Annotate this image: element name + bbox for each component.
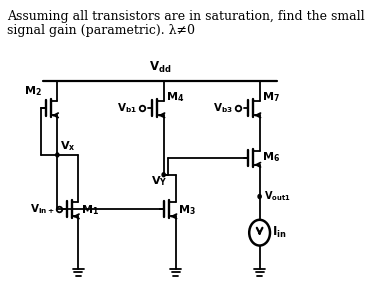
Circle shape	[56, 153, 59, 157]
Text: $\mathbf{M_6}$: $\mathbf{M_6}$	[262, 150, 280, 164]
Text: $\mathbf{V_{b1}}$: $\mathbf{V_{b1}}$	[117, 101, 137, 115]
Text: $\mathbf{V_{in+}}$: $\mathbf{V_{in+}}$	[30, 202, 54, 216]
Text: $\mathbf{V_{b3}}$: $\mathbf{V_{b3}}$	[213, 101, 233, 115]
Text: $\mathbf{M_7}$: $\mathbf{M_7}$	[262, 91, 280, 104]
Text: $\mathbf{M_1}$: $\mathbf{M_1}$	[81, 203, 99, 217]
Text: Assuming all transistors are in saturation, find the small: Assuming all transistors are in saturati…	[7, 10, 364, 23]
Text: signal gain (parametric). λ≠0: signal gain (parametric). λ≠0	[7, 24, 195, 37]
Text: $\mathbf{V_Y}$: $\mathbf{V_Y}$	[152, 175, 168, 188]
Text: $\mathbf{V_x}$: $\mathbf{V_x}$	[60, 139, 75, 153]
Text: $\mathbf{M_2}$: $\mathbf{M_2}$	[24, 84, 42, 98]
Text: $\mathbf{M_4}$: $\mathbf{M_4}$	[166, 91, 184, 104]
Text: $\mathbf{I_{in}}$: $\mathbf{I_{in}}$	[272, 225, 287, 240]
Text: $\mathbf{V_{out1}}$: $\mathbf{V_{out1}}$	[264, 190, 290, 203]
Circle shape	[258, 195, 261, 198]
Text: $\mathbf{M_3}$: $\mathbf{M_3}$	[178, 203, 196, 217]
Text: $\mathbf{V_{dd}}$: $\mathbf{V_{dd}}$	[149, 59, 171, 75]
Circle shape	[162, 173, 165, 177]
